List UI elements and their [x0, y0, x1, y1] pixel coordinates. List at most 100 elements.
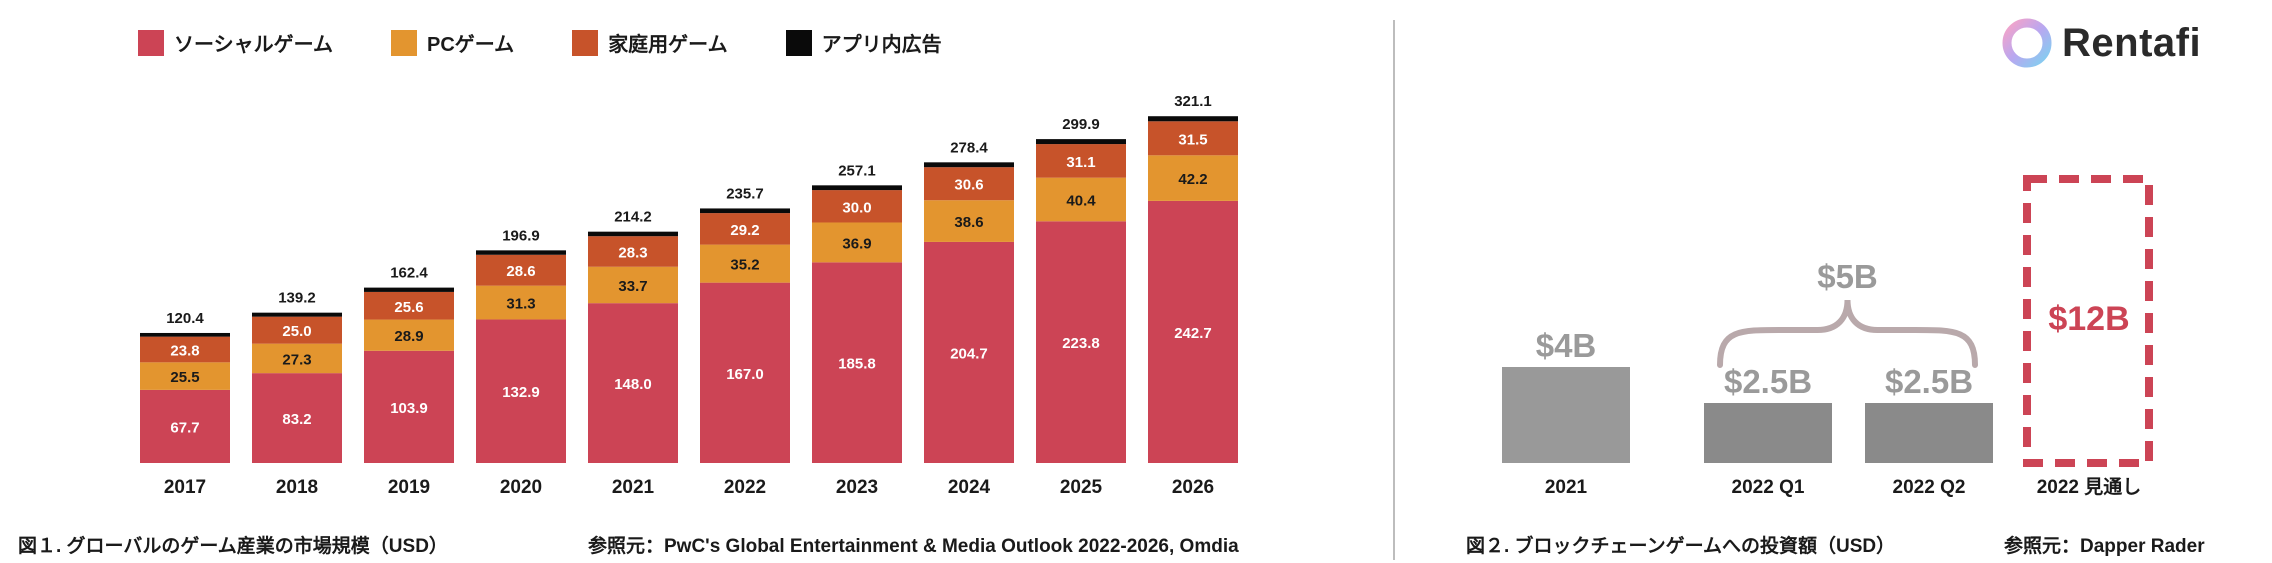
segment-label-pc-2021: 33.7: [618, 278, 647, 295]
value-label-2: $2.5B: [1885, 363, 1973, 400]
total-label-2025: 299.9: [1062, 116, 1100, 133]
bar-segment-pc-2023: [812, 222, 902, 263]
value-label-0: $4B: [1536, 327, 1597, 364]
bar-segment-console-2018: [252, 316, 342, 344]
total-label-2023: 257.1: [838, 162, 876, 179]
bar-invest-1: [1704, 403, 1832, 463]
segment-label-social-2019: 103.9: [390, 400, 428, 417]
bar-segment-pc-2020: [476, 285, 566, 320]
x-tick-2026: 2026: [1172, 477, 1214, 498]
segment-label-social-2021: 148.0: [614, 376, 652, 393]
legend-item-console: 家庭用ゲーム: [572, 28, 728, 57]
segment-label-console-2019: 25.6: [394, 299, 423, 316]
bar-segment-inapp-2020: [476, 250, 566, 255]
x-tick-2021: 2021: [612, 477, 655, 498]
blockchain-investment-chart: $4B 2021 $2.5B 2022 Q1 $2.5B 2022 Q2 $12B 2022 …: [1502, 175, 2153, 498]
bar-segment-pc-2025: [1036, 177, 1126, 222]
segment-label-console-2022: 29.2: [730, 222, 759, 239]
total-label-2018: 139.2: [278, 290, 316, 307]
x-tick-invest-2: 2022 Q2: [1893, 477, 1966, 498]
bar-segment-console-2019: [364, 291, 454, 320]
segment-label-social-2026: 242.7: [1174, 325, 1212, 342]
value-label-forecast: $12B: [2048, 300, 2129, 338]
legend-item-pc: PCゲーム: [391, 28, 514, 57]
bar-segment-inapp-2017: [140, 332, 230, 337]
market-size-chart: 67.7 25.5 23.8 120.4 2017 83.2 27.3 25.0 139.2 20…: [140, 93, 1238, 498]
segment-label-pc-2022: 35.2: [730, 257, 759, 274]
bar-segment-pc-2018: [252, 343, 342, 374]
bar-segment-console-2024: [924, 167, 1014, 201]
x-tick-2020: 2020: [500, 477, 542, 498]
segment-label-console-2018: 25.0: [282, 323, 311, 340]
group-brace: [1717, 299, 1978, 368]
bar-segment-inapp-2021: [588, 231, 678, 237]
chart1-source: 参照元：PwC's Global Entertainment & Media O…: [588, 536, 1239, 557]
total-label-2022: 235.7: [726, 185, 764, 202]
legend-label-inapp: アプリ内広告: [821, 34, 942, 56]
bar-segment-pc-2022: [700, 244, 790, 283]
logo: Rentafi: [2002, 18, 2201, 68]
bar-forecast-3: [2023, 175, 2153, 467]
bar-invest-2: [1865, 403, 1993, 463]
bar-segment-social-2018: [252, 373, 342, 463]
x-tick-2024: 2024: [948, 477, 991, 498]
bar-segment-social-2021: [588, 303, 678, 463]
total-label-2019: 162.4: [390, 265, 428, 282]
total-label-2020: 196.9: [502, 227, 540, 244]
legend-swatch-console: [572, 29, 599, 56]
segment-label-console-2023: 30.0: [842, 199, 871, 216]
legend-label-pc: PCゲーム: [427, 34, 515, 56]
x-tick-invest-0: 2021: [1545, 477, 1588, 498]
bar-segment-console-2022: [700, 213, 790, 245]
x-tick-2023: 2023: [836, 477, 878, 498]
segment-label-social-2023: 185.8: [838, 356, 876, 373]
legend-label-console: 家庭用ゲーム: [608, 34, 728, 56]
bar-segment-inapp-2019: [364, 287, 454, 292]
segment-label-console-2026: 31.5: [1178, 131, 1207, 148]
bar-segment-console-2021: [588, 236, 678, 267]
group-total-label: $5B: [1817, 258, 1878, 295]
bar-segment-console-2025: [1036, 144, 1126, 178]
segment-label-pc-2017: 25.5: [170, 369, 199, 386]
total-label-2021: 214.2: [614, 209, 652, 226]
legend-swatch-pc: [391, 29, 417, 56]
legend-swatch-social: [138, 29, 164, 56]
segment-label-pc-2018: 27.3: [282, 351, 311, 368]
segment-label-pc-2020: 31.3: [506, 296, 535, 313]
chart1-title: 図１. グローバルのゲーム産業の市場規模（USD）: [18, 536, 448, 557]
bar-segment-pc-2026: [1148, 155, 1238, 201]
bar-segment-social-2026: [1148, 200, 1238, 463]
bar-segment-pc-2024: [924, 200, 1014, 242]
bar-segment-social-2019: [364, 350, 454, 463]
legend-item-inapp: アプリ内広告: [785, 28, 942, 57]
total-label-2017: 120.4: [166, 310, 204, 327]
bar-segment-console-2017: [140, 336, 230, 363]
bar-segment-inapp-2025: [1036, 139, 1126, 145]
bar-segment-inapp-2026: [1148, 116, 1238, 122]
bar-segment-pc-2017: [140, 362, 230, 390]
x-tick-2018: 2018: [276, 477, 318, 498]
bar-segment-inapp-2022: [700, 208, 790, 214]
x-tick-2017: 2017: [164, 477, 206, 498]
bar-segment-social-2022: [700, 282, 790, 463]
segment-label-pc-2025: 40.4: [1066, 192, 1096, 209]
x-tick-invest-1: 2022 Q1: [1732, 477, 1805, 498]
segment-label-console-2017: 23.8: [170, 342, 199, 359]
legend-label-social: ソーシャルゲーム: [174, 34, 333, 56]
segment-label-console-2020: 28.6: [506, 263, 535, 280]
segment-label-social-2024: 204.7: [950, 345, 988, 362]
bar-segment-inapp-2023: [812, 185, 902, 191]
segment-label-console-2025: 31.1: [1066, 154, 1095, 171]
bar-segment-social-2020: [476, 319, 566, 463]
bar-segment-console-2023: [812, 190, 902, 223]
total-label-2026: 321.1: [1174, 93, 1212, 110]
bar-invest-0: [1502, 367, 1630, 463]
logo-text: Rentafi: [2062, 20, 2202, 65]
chart2-source: 参照元：Dapper Rader: [2004, 536, 2205, 557]
chart-legend: ソーシャルゲーム PCゲーム 家庭用ゲーム アプリ内広告: [138, 28, 942, 57]
bar-segment-social-2023: [812, 262, 902, 463]
bar-segment-social-2024: [924, 241, 1014, 463]
legend-item-social: ソーシャルゲーム: [138, 28, 333, 57]
segment-label-pc-2024: 38.6: [954, 214, 983, 231]
rentafi-logo-icon: [2002, 18, 2052, 68]
